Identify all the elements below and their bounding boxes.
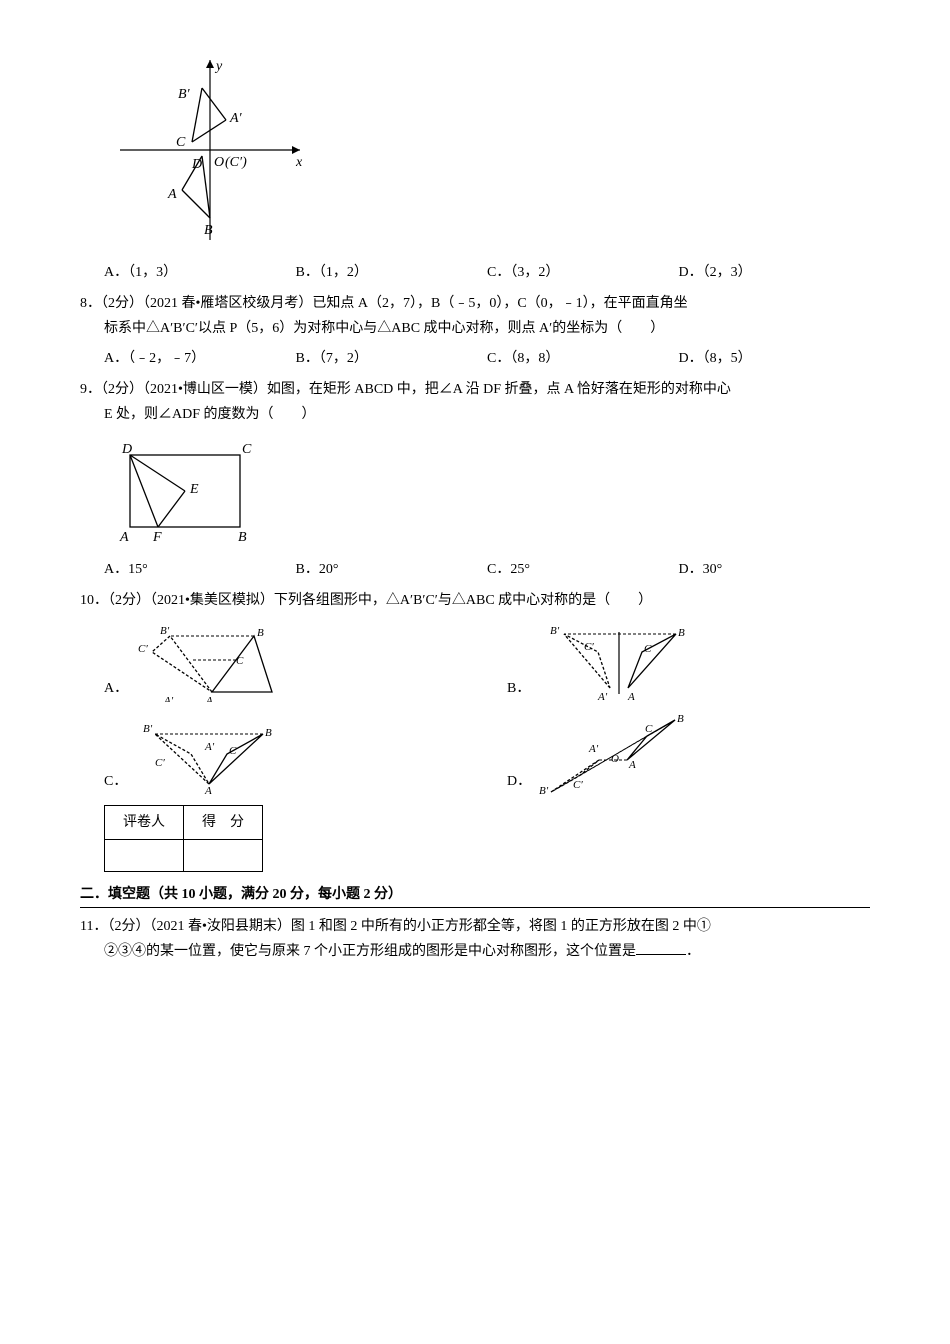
q9-opt-d[interactable]: D．30°	[679, 557, 871, 582]
svg-text:B: B	[678, 627, 685, 639]
pt-B: B	[204, 223, 213, 238]
svg-text:C′: C′	[584, 641, 594, 653]
q11-blank[interactable]	[636, 954, 686, 955]
svg-text:B′: B′	[143, 723, 153, 735]
svg-text:B: B	[257, 627, 264, 639]
svg-text:A′: A′	[204, 741, 215, 753]
svg-text:A′: A′	[588, 743, 599, 755]
q7-opt-b[interactable]: B．（1，2）	[296, 260, 488, 285]
svg-text:A: A	[204, 785, 212, 795]
q9: 9．（2分）（2021•博山区一模）如图，在矩形 ABCD 中，把∠A 沿 DF…	[80, 377, 870, 583]
pt-O: O	[214, 155, 224, 170]
q8-opt-b[interactable]: B．（7，2）	[296, 346, 488, 371]
q8-text2: 标系中△A′B′C′以点 P（5，6）为对称中心与△ABC 成中心对称，则点 A…	[80, 316, 870, 341]
svg-text:C′: C′	[155, 757, 165, 769]
svg-text:B′: B′	[160, 625, 170, 637]
q9-text1: 9．（2分）（2021•博山区一模）如图，在矩形 ABCD 中，把∠A 沿 DF…	[80, 377, 870, 402]
q7-opt-c[interactable]: C．（3，2）	[487, 260, 679, 285]
svg-text:A: A	[628, 759, 636, 771]
pt-Bp: B′	[178, 87, 191, 102]
q9-C: C	[242, 442, 252, 457]
q8-opt-a[interactable]: A．（﹣2，﹣7）	[104, 346, 296, 371]
pt-Ap: A′	[229, 111, 243, 126]
q9-opt-c[interactable]: C．25°	[487, 557, 679, 582]
pt-D: D	[191, 157, 202, 172]
q10-text1: 10．（2分）（2021•集美区模拟）下列各组图形中，△A′B′C′与△ABC …	[80, 588, 870, 613]
q10-opt-d[interactable]: D． A B C O A′ B′ C′	[507, 710, 870, 795]
q9-figure: D C E A F B	[110, 437, 870, 547]
q9-options: A．15° B．20° C．25° D．30°	[104, 557, 870, 582]
svg-text:C: C	[229, 745, 237, 757]
q10-opt-b[interactable]: B． A B C A′ B′ C′	[507, 622, 870, 702]
q10: 10．（2分）（2021•集美区模拟）下列各组图形中，△A′B′C′与△ABC …	[80, 588, 870, 794]
q9-opt-a[interactable]: A．15°	[104, 557, 296, 582]
svg-text:B: B	[677, 713, 684, 725]
q9-B: B	[238, 530, 247, 545]
q9-text2: E 处，则∠ADF 的度数为（ ）	[80, 402, 870, 427]
score-table: 评卷人 得 分	[104, 805, 263, 872]
q7-opt-d[interactable]: D．（2，3）	[679, 260, 871, 285]
q11-after: ．	[686, 944, 700, 959]
score-h1: 评卷人	[105, 805, 184, 839]
q8-opt-c[interactable]: C．（8，8）	[487, 346, 679, 371]
svg-text:C: C	[236, 655, 244, 667]
svg-text:C: C	[644, 643, 652, 655]
q9-D: D	[121, 442, 132, 457]
q10-label-a: A．	[104, 676, 128, 701]
q10-opt-a[interactable]: A． A B C A′ B′ C′	[104, 622, 467, 702]
axis-y-label: y	[214, 59, 223, 74]
q8-text1: 8．（2分）（2021 春•雁塔区校级月考）已知点 A（2，7），B（﹣5，0）…	[80, 291, 870, 316]
q7-figure: y x B′ A′ C D O (C′) A B	[110, 50, 870, 250]
svg-text:A: A	[205, 695, 213, 702]
q11: 11．（2分）（2021 春•汝阳县期末）图 1 和图 2 中所有的小正方形都全…	[80, 914, 870, 964]
svg-text:A: A	[627, 691, 635, 702]
q10-opt-c[interactable]: C． A B C A′ B′ C′	[104, 710, 467, 795]
q9-A: A	[119, 530, 129, 545]
score-cell1[interactable]	[105, 839, 184, 871]
pt-C: C	[176, 135, 186, 150]
q9-opt-b[interactable]: B．20°	[296, 557, 488, 582]
q8-options: A．（﹣2，﹣7） B．（7，2） C．（8，8） D．（8，5）	[104, 346, 870, 371]
section2-title: 二．填空题（共 10 小题，满分 20 分，每小题 2 分）	[80, 878, 870, 908]
q11-text1: 11．（2分）（2021 春•汝阳县期末）图 1 和图 2 中所有的小正方形都全…	[80, 914, 870, 939]
q10-label-b: B．	[507, 676, 530, 701]
q11-before: ②③④的某一位置，使它与原来 7 个小正方形组成的图形是中心对称图形，这个位置是	[104, 944, 636, 959]
svg-text:C′: C′	[573, 779, 583, 791]
q9-E: E	[189, 482, 199, 497]
svg-text:C′: C′	[138, 643, 148, 655]
q10-label-c: C．	[104, 769, 127, 794]
q8: 8．（2分）（2021 春•雁塔区校级月考）已知点 A（2，7），B（﹣5，0）…	[80, 291, 870, 371]
pt-A: A	[167, 187, 177, 202]
q9-F: F	[152, 530, 162, 545]
svg-text:A′: A′	[163, 695, 174, 702]
pt-Cp: (C′)	[225, 155, 247, 170]
q11-text2: ②③④的某一位置，使它与原来 7 个小正方形组成的图形是中心对称图形，这个位置是…	[80, 939, 870, 964]
svg-text:O: O	[611, 753, 619, 765]
q8-opt-d[interactable]: D．（8，5）	[679, 346, 871, 371]
svg-text:B′: B′	[539, 785, 549, 795]
coord-svg: y x B′ A′ C D O (C′) A B	[110, 50, 310, 250]
q10-label-d: D．	[507, 769, 531, 794]
svg-text:B: B	[265, 727, 272, 739]
q7-opt-a[interactable]: A．（1，3）	[104, 260, 296, 285]
svg-text:A′: A′	[597, 691, 608, 702]
axis-x-label: x	[295, 155, 303, 170]
svg-text:B′: B′	[550, 625, 560, 637]
score-h2: 得 分	[184, 805, 263, 839]
score-cell2[interactable]	[184, 839, 263, 871]
q7-options: A．（1，3） B．（1，2） C．（3，2） D．（2，3）	[104, 260, 870, 285]
svg-text:C: C	[645, 723, 653, 735]
